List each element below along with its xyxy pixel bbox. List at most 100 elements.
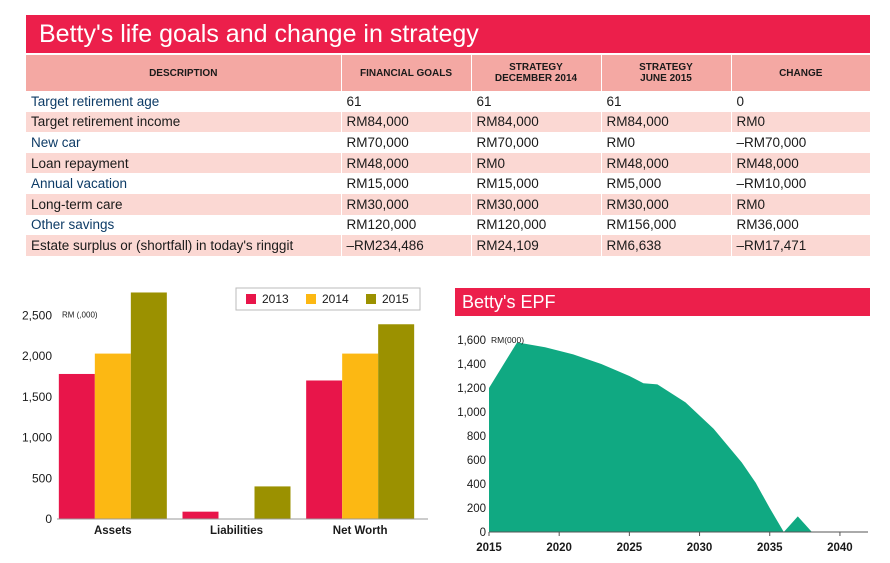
y-tick-label: 600 [467,455,486,467]
y-tick-label: 1,200 [457,383,486,395]
legend-label: 2013 [262,292,289,306]
column-header-text: STRATEGY [639,62,693,73]
table-cell: –RM70,000 [730,132,870,153]
column-header: STRATEGY JUNE 2015 [600,55,731,91]
column-header: FINANCIAL GOALS [340,55,471,91]
table-row: Estate surplus or (shortfall) in today's… [26,235,870,256]
row-label: Other savings [31,217,115,233]
table-row: New car RM70,000 RM70,000 RM0 –RM70,000 [26,132,870,153]
x-tick-label: 2020 [546,542,572,554]
table-cell: –RM10,000 [730,173,870,194]
column-header-text: DESCRIPTION [149,67,218,79]
row-label: Estate surplus or (shortfall) in today's… [26,235,341,256]
table-body: Target retirement age 61 61 61 0 Target retir… [26,91,870,256]
column-header-text: STRATEGY [509,62,563,73]
assets-bar-chart: 0 500 1,000 1,500 2,000 2,500 RM (,000) Assets L… [22,287,428,537]
row-label: Target retirement income [26,111,341,133]
column-header: CHANGE [730,55,870,91]
table-cell: RM84,000 [600,111,731,133]
table-cell: RM48,000 [730,152,870,174]
table-cell: RM6,638 [600,235,731,256]
legend-swatch-2015 [366,294,376,304]
table-cell: RM30,000 [340,193,471,215]
x-tick-label: 2030 [687,542,713,554]
table-cell: RM0 [730,111,870,133]
table-cell: RM5,000 [600,173,731,194]
table-cell: RM120,000 [340,214,471,236]
goals-table: DESCRIPTION FINANCIAL GOALS STRATEGY DECEMB… [26,55,870,256]
table-cell: RM84,000 [470,111,601,133]
y-tick-label: 0 [480,527,486,539]
bar-liabilities-2013 [182,511,219,519]
table-cell: 61 [340,91,471,112]
y-tick-label: 1,600 [457,335,486,347]
table-cell: RM120,000 [470,214,601,236]
table-cell: RM156,000 [600,214,731,236]
legend-label: 2015 [382,292,409,306]
table-cell: RM0 [470,152,601,174]
legend-box [235,287,421,311]
y-tick-label: 400 [467,479,486,491]
row-label: Loan repayment [26,152,341,174]
table-cell: 61 [470,91,601,112]
y-tick-label: 1,400 [457,359,486,371]
table-cell: RM15,000 [340,173,471,194]
y-axis-unit-label: RM(000) [491,335,524,345]
bar-assets-2013 [58,373,95,519]
table-cell: RM48,000 [600,152,731,174]
y-axis-unit-label: RM (,000) [62,310,98,319]
page-title: Betty's life goals and change in strateg… [26,15,870,53]
column-header-subtext: JUNE 2015 [640,73,692,84]
y-tick-label: 2,500 [22,308,52,322]
table-cell: RM15,000 [470,173,601,194]
table-cell: RM24,109 [470,235,601,256]
x-tick-label: 2040 [827,542,853,554]
table-cell: 0 [730,91,870,112]
table-row: Target retirement age 61 61 61 0 [26,91,870,112]
x-category-label: Assets [94,525,132,537]
epf-chart-title: Betty's EPF [455,288,870,316]
bar-net-worth-2015 [378,324,415,519]
x-category-label: Net Worth [333,525,388,537]
legend-swatch-2013 [246,294,256,304]
table-cell: –RM234,486 [340,235,471,256]
table-cell: RM0 [730,193,870,215]
bar-liabilities-2015 [254,486,291,519]
table-cell: RM84,000 [340,111,471,133]
column-header: STRATEGY DECEMBER 2014 [470,55,601,91]
x-tick-label: 2025 [617,542,643,554]
table-cell: RM70,000 [340,132,471,153]
row-label: Annual vacation [31,176,128,192]
table-row: Long-term care RM30,000 RM30,000 RM30,000 RM… [26,193,870,215]
bar-assets-2014 [94,353,131,519]
row-label: New car [31,134,81,150]
x-category-label: Liabilities [210,525,263,537]
table-cell: RM48,000 [340,152,471,174]
column-header-subtext: DECEMBER 2014 [494,73,578,84]
y-tick-label: 2,000 [22,349,52,363]
table-cell: RM0 [600,132,731,153]
table-cell: RM36,000 [730,214,870,236]
epf-area-series [489,342,812,532]
table-row: Loan repayment RM48,000 RM0 RM48,000 RM48,00… [26,152,870,174]
x-tick-label: 2015 [476,542,502,554]
y-tick-label: 200 [467,503,486,515]
table-cell: RM30,000 [470,193,601,215]
y-tick-label: 0 [45,512,52,526]
column-header: DESCRIPTION [26,55,341,91]
legend-label: 2014 [322,292,349,306]
bar-assets-2015 [130,292,167,519]
table-row: Target retirement income RM84,000 RM84,000… [26,111,870,133]
table-cell: 61 [600,91,731,112]
table-cell: RM30,000 [600,193,731,215]
y-tick-label: 800 [467,431,486,443]
x-tick-label: 2035 [757,542,783,554]
bar-net-worth-2014 [342,353,379,519]
column-header-text: CHANGE [779,67,823,79]
row-label: Long-term care [26,193,341,215]
row-label: Target retirement age [31,93,160,109]
table-cell: –RM17,471 [730,235,870,256]
bar-net-worth-2013 [306,380,343,519]
epf-area-chart: 0 200 400 600 800 1,000 1,200 1,400 1,600 RM(000)… [457,335,868,554]
y-tick-label: 1,000 [22,431,52,445]
